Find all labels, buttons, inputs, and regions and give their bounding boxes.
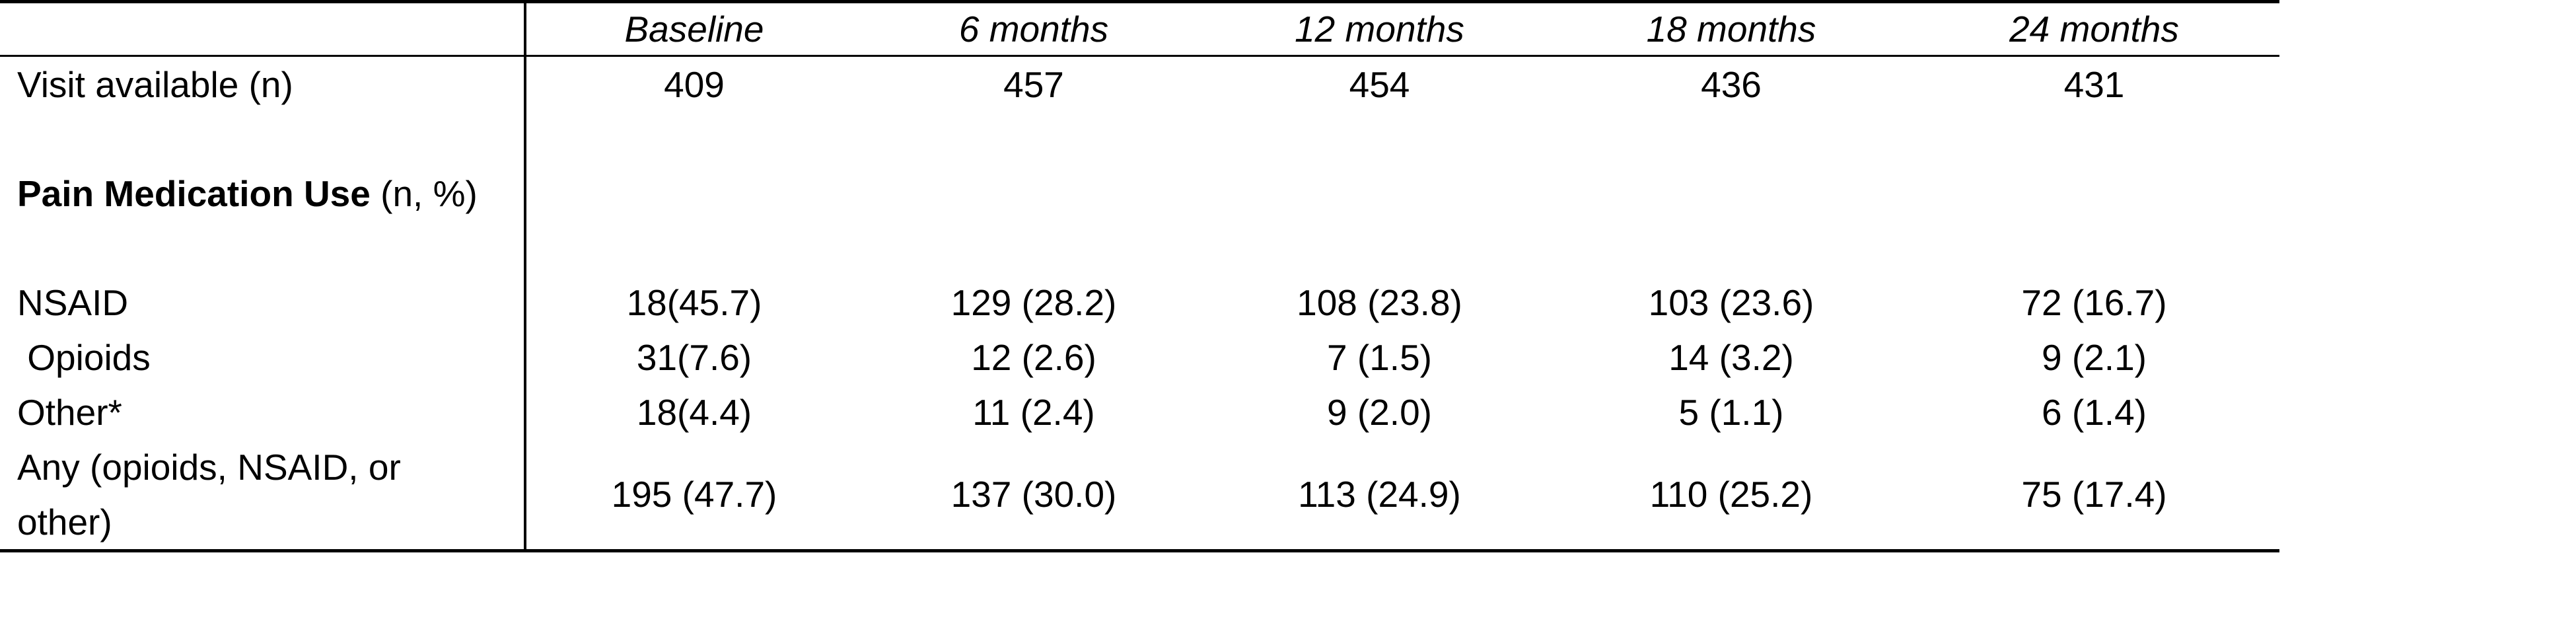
spacer-cell	[862, 112, 1205, 167]
cell-any-6-months: 137 (30.0)	[950, 474, 1117, 515]
cell-nsaid-baseline: 18(45.7)	[626, 282, 762, 324]
header-cell-18-months: 18 months	[1554, 3, 1909, 57]
cell-visit-available-baseline: 409	[664, 63, 725, 105]
cell-nsaid-24-months: 72 (16.7)	[2021, 282, 2167, 324]
cell-other-6-months: 11 (2.4)	[972, 392, 1095, 433]
spacer-cell	[1909, 221, 2279, 276]
cell-opioids-baseline: 31(7.6)	[636, 337, 752, 379]
cell-visit-available-6-months: 457	[1003, 63, 1064, 105]
cell-opioids-12-months: 7 (1.5)	[1327, 337, 1432, 379]
spacer-cell	[1205, 167, 1554, 221]
row-label-any: Any (opioids, NSAID, or other)	[0, 440, 526, 549]
cell-visit-available-24-months: 431	[2063, 63, 2125, 105]
spacer-cell	[1554, 221, 1909, 276]
spacer-cell	[1205, 112, 1554, 167]
spacer-cell	[1909, 167, 2279, 221]
spacer-cell	[0, 221, 526, 276]
spacer-cell	[1909, 112, 2279, 167]
cell-visit-available-12-months: 454	[1349, 63, 1410, 105]
cell-other-12-months: 9 (2.0)	[1327, 392, 1432, 433]
spacer-cell	[1554, 112, 1909, 167]
header-cell-6-months: 6 months	[862, 3, 1205, 57]
cell-nsaid-12-months: 108 (23.8)	[1297, 282, 1462, 324]
spacer-cell	[862, 221, 1205, 276]
spacer-cell	[0, 112, 526, 167]
header-cell-empty	[0, 3, 526, 57]
section-header-suffix-text: (n, %)	[370, 173, 478, 215]
row-label-visit-available: Visit available (n)	[0, 57, 526, 112]
cell-any-12-months: 113 (24.9)	[1298, 474, 1461, 515]
cell-any-baseline: 195 (47.7)	[611, 474, 777, 515]
row-label-nsaid: NSAID	[0, 276, 526, 330]
header-cell-24-months: 24 months	[1909, 3, 2279, 57]
section-header-pain-medication-use: Pain Medication Use (n, %)	[0, 167, 526, 221]
spacer-cell	[526, 167, 862, 221]
row-label-other: Other*	[0, 385, 526, 440]
header-cell-baseline: Baseline	[526, 3, 862, 57]
cell-other-24-months: 6 (1.4)	[2042, 392, 2147, 433]
cell-nsaid-18-months: 103 (23.6)	[1648, 282, 1814, 324]
section-header-bold-text: Pain Medication Use	[17, 173, 371, 215]
cell-any-18-months: 110 (25.2)	[1649, 474, 1813, 515]
cell-any-24-months: 75 (17.4)	[2021, 474, 2167, 515]
header-cell-12-months: 12 months	[1205, 3, 1554, 57]
cell-other-18-months: 5 (1.1)	[1678, 392, 1784, 433]
row-label-opioids: Opioids	[0, 330, 526, 385]
cell-opioids-18-months: 14 (3.2)	[1668, 337, 1794, 379]
cell-other-baseline: 18(4.4)	[636, 392, 752, 433]
spacer-cell	[1554, 167, 1909, 221]
pain-medication-use-table: Baseline 6 months 12 months 18 months 24…	[0, 0, 2279, 552]
spacer-cell	[526, 112, 862, 167]
cell-nsaid-6-months: 129 (28.2)	[950, 282, 1117, 324]
spacer-cell	[862, 167, 1205, 221]
cell-opioids-6-months: 12 (2.6)	[971, 337, 1096, 379]
spacer-cell	[1205, 221, 1554, 276]
spacer-cell	[526, 221, 862, 276]
cell-visit-available-18-months: 436	[1701, 63, 1762, 105]
cell-opioids-24-months: 9 (2.1)	[2042, 337, 2147, 379]
